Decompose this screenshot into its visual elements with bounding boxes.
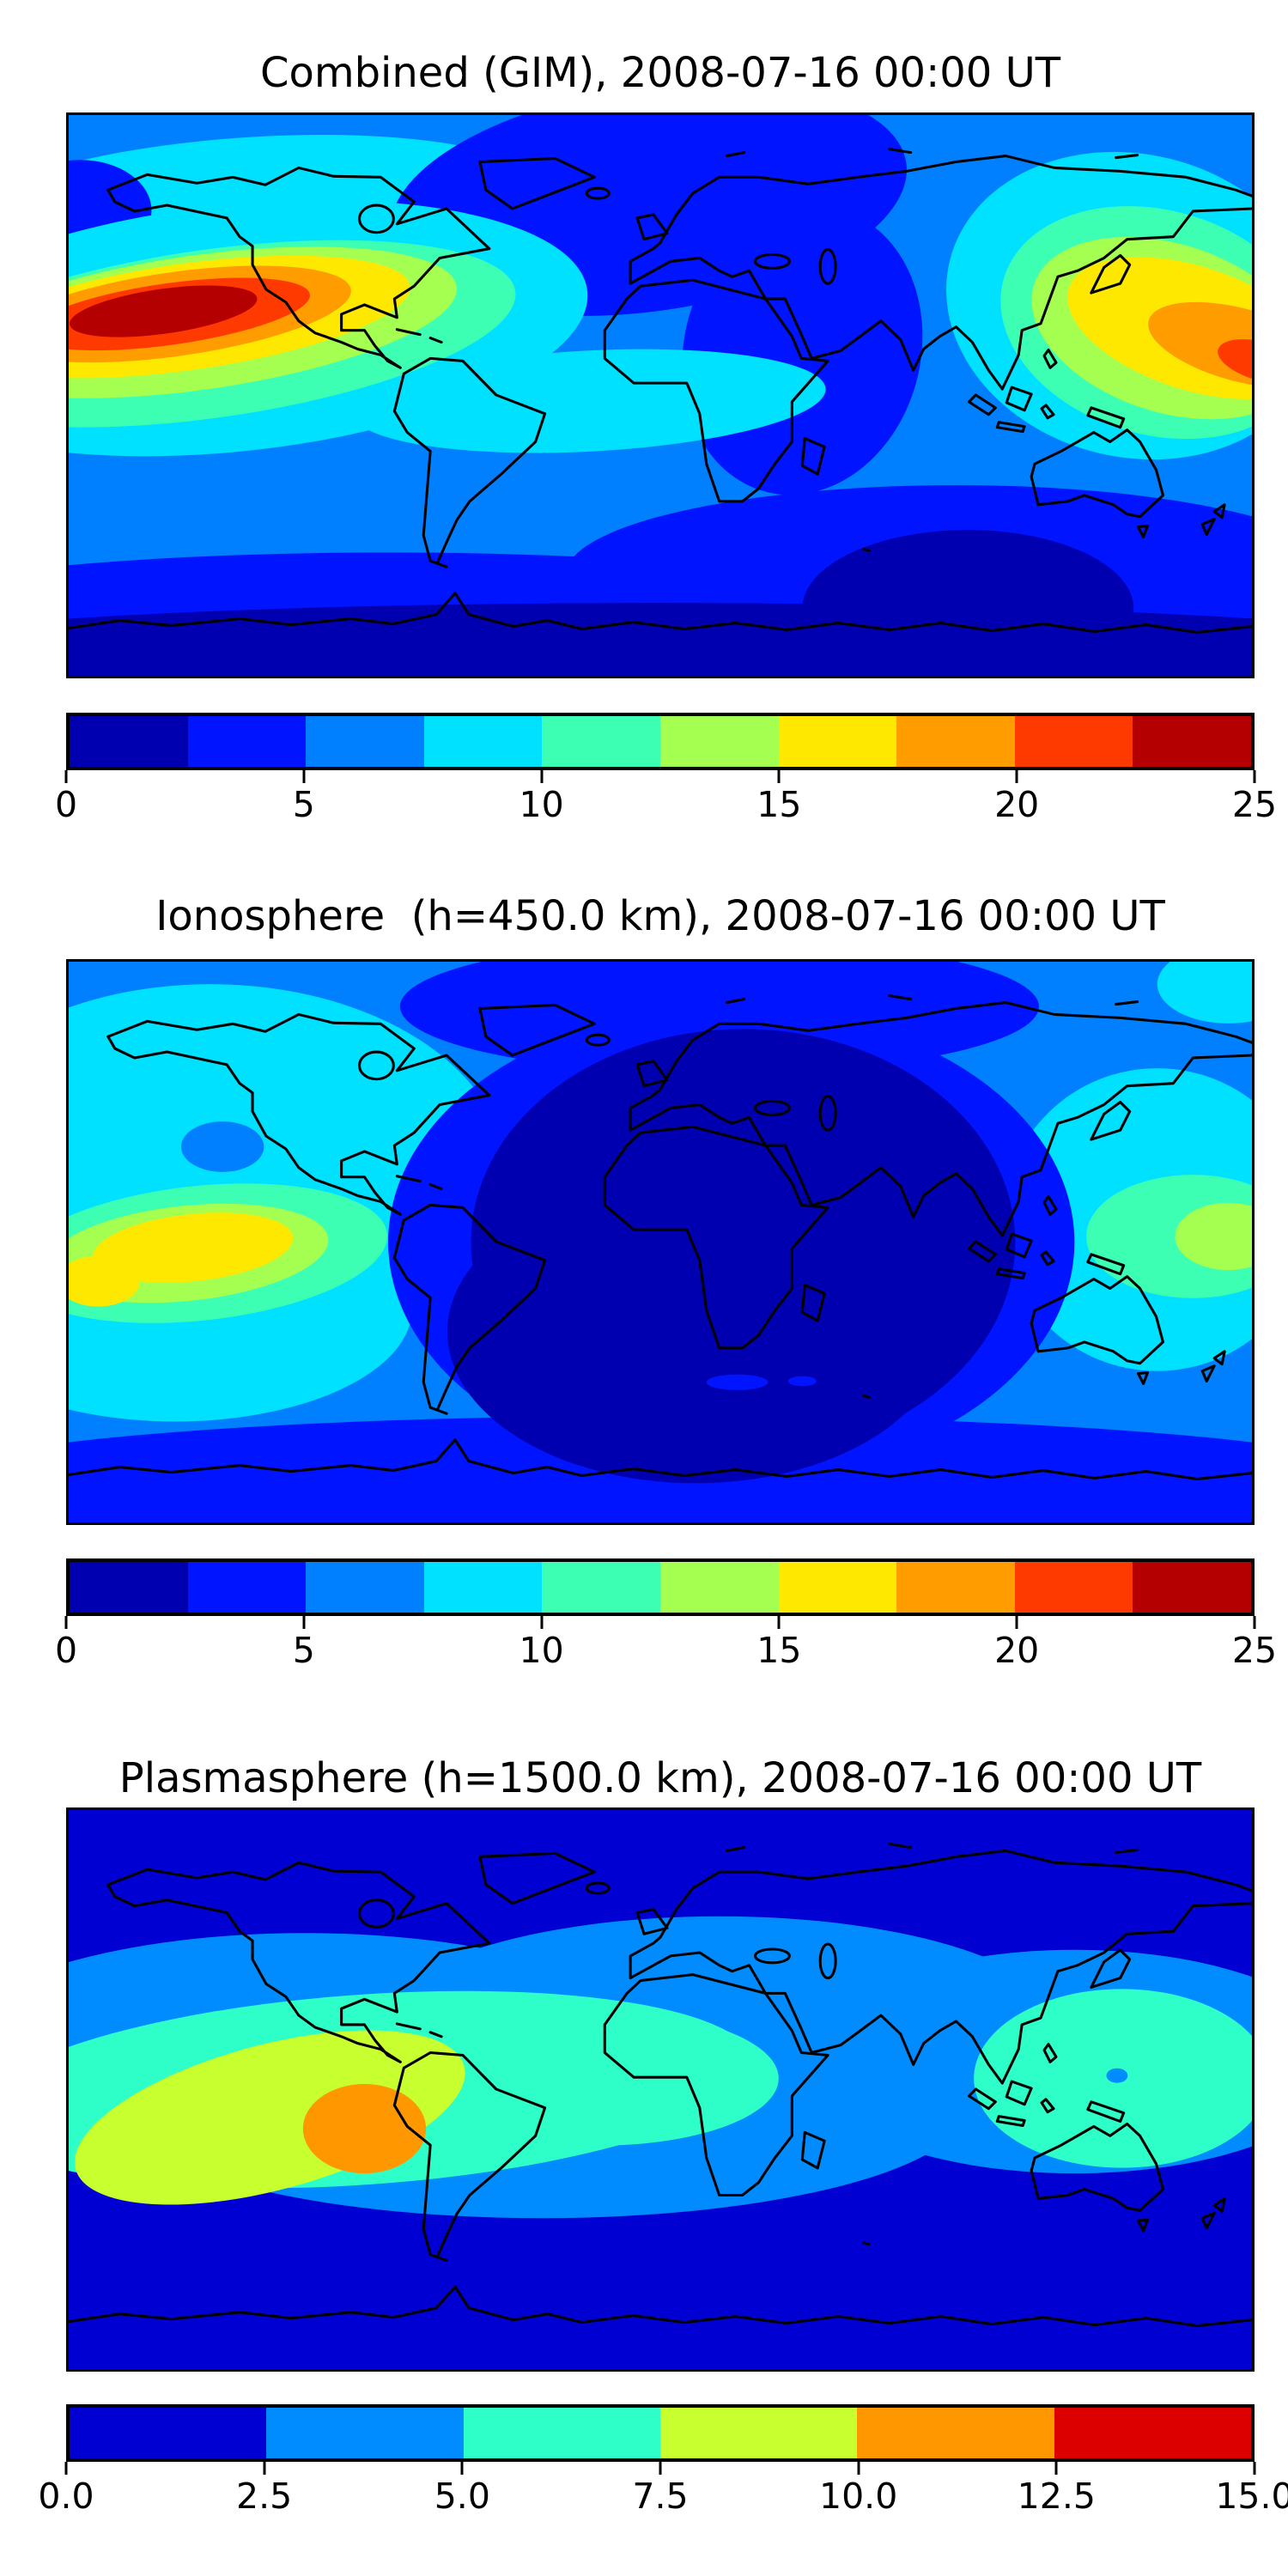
colorbar-segment xyxy=(1133,716,1251,767)
colorbar-tick-label: 25 xyxy=(1231,784,1278,825)
colorbar-ticks-plasmasphere: 0.0 2.5 5.0 7.5 10.0 12.5 15.0 xyxy=(38,2462,1288,2530)
colorbar-segment xyxy=(659,716,779,767)
colorbar-combined xyxy=(66,713,1255,770)
colorbar-tick-label: 10 xyxy=(519,1630,564,1671)
contour-band xyxy=(1157,962,1252,1024)
colorbar-segment xyxy=(70,716,188,767)
colorbar-ionosphere xyxy=(66,1558,1255,1616)
contour-band xyxy=(70,285,258,337)
colorbar-tick-label: 7.5 xyxy=(632,2476,689,2517)
colorbar-tick-mark xyxy=(777,1616,781,1629)
colorbar-segment xyxy=(857,2408,1054,2458)
colorbar-segment xyxy=(187,716,307,767)
colorbar-tick-label: 5 xyxy=(292,1630,315,1671)
contour-band xyxy=(1106,2068,1128,2083)
colorbar-tick-mark xyxy=(64,2462,68,2475)
panel-title-ionosphere: Ionosphere (h=450.0 km), 2008-07-16 00:0… xyxy=(155,892,1165,940)
contour-band xyxy=(69,1255,140,1307)
colorbar-tick-label: 5.0 xyxy=(434,2476,490,2517)
colorbar-tick-mark xyxy=(302,1616,306,1629)
colorbar-tick-mark xyxy=(659,2462,662,2475)
colorbar-segment xyxy=(70,2408,267,2458)
colorbar-tick-label: 20 xyxy=(994,1630,1040,1671)
colorbar-segment xyxy=(1014,1562,1133,1613)
colorbar-tick-label: 10.0 xyxy=(819,2476,898,2517)
colorbar-tick-mark xyxy=(64,770,68,783)
contour-band xyxy=(180,1121,264,1172)
colorbar-tick-label: 5 xyxy=(292,784,315,825)
contour-band xyxy=(74,2030,465,2205)
colorbar-segment xyxy=(463,2408,660,2458)
contour-band xyxy=(802,530,1134,676)
colorbar-tick-label: 0 xyxy=(54,784,78,825)
colorbar-tick-mark xyxy=(1015,770,1018,783)
colorbar-tick-label: 0 xyxy=(54,1630,78,1671)
colorbar-ticks-combined: 0 5 10 15 20 25 xyxy=(55,770,1277,839)
colorbar-segment xyxy=(187,1562,307,1613)
colorbar-segment xyxy=(659,1562,779,1613)
colorbar-segment xyxy=(542,716,660,767)
colorbar-tick-label: 0.0 xyxy=(38,2476,94,2517)
colorbar-plasmasphere xyxy=(66,2404,1255,2462)
colorbar-tick-label: 15.0 xyxy=(1215,2476,1288,2517)
colorbar-tick-mark xyxy=(857,2462,860,2475)
colorbar-tick-label: 15 xyxy=(756,784,802,825)
colorbar-tick-mark xyxy=(1253,1616,1256,1629)
colorbar-tick-mark xyxy=(1015,1616,1018,1629)
contour-band xyxy=(447,1180,945,1484)
colorbar-tick-label: 20 xyxy=(994,784,1040,825)
colorbar-segment xyxy=(423,1562,543,1613)
colorbar-segment xyxy=(266,2408,464,2458)
colorbar-segment xyxy=(423,716,543,767)
colorbar-tick-mark xyxy=(1253,2462,1256,2475)
colorbar-tick-label: 2.5 xyxy=(236,2476,293,2517)
colorbar-segment xyxy=(778,1562,897,1613)
map-ionosphere xyxy=(66,959,1255,1525)
colorbar-segment xyxy=(70,1562,188,1613)
colorbar-tick-mark xyxy=(540,770,544,783)
panel-title-combined: Combined (GIM), 2008-07-16 00:00 UT xyxy=(259,49,1061,97)
panel-title-plasmasphere: Plasmasphere (h=1500.0 km), 2008-07-16 0… xyxy=(118,1754,1202,1802)
colorbar-tick-mark xyxy=(263,2462,266,2475)
contour-band xyxy=(706,1374,769,1390)
colorbar-segment xyxy=(1014,716,1133,767)
colorbar-segment xyxy=(306,716,424,767)
contour-band xyxy=(787,1376,817,1387)
colorbar-segment xyxy=(659,2408,858,2458)
colorbar-tick-mark xyxy=(64,1616,68,1629)
colorbar-tick-label: 10 xyxy=(519,784,564,825)
map-plasmasphere xyxy=(66,1807,1255,2372)
map-combined xyxy=(66,112,1255,678)
colorbar-tick-mark xyxy=(302,770,306,783)
contour-map-plasmasphere xyxy=(69,1810,1252,2369)
contour-map-combined xyxy=(69,115,1252,676)
colorbar-segment xyxy=(542,1562,660,1613)
colorbar-segment xyxy=(1054,2408,1251,2458)
colorbar-segment xyxy=(896,1562,1015,1613)
colorbar-tick-label: 12.5 xyxy=(1017,2476,1096,2517)
colorbar-segment xyxy=(778,716,897,767)
colorbar-tick-mark xyxy=(1054,2462,1058,2475)
colorbar-tick-mark xyxy=(777,770,781,783)
contour-band xyxy=(1175,1202,1252,1271)
colorbar-segment xyxy=(1133,1562,1251,1613)
contour-band xyxy=(1218,339,1252,385)
colorbar-tick-mark xyxy=(1253,770,1256,783)
colorbar-tick-mark xyxy=(540,1616,544,1629)
colorbar-tick-label: 25 xyxy=(1231,1630,1278,1671)
colorbar-ticks-ionosphere: 0 5 10 15 20 25 xyxy=(55,1616,1277,1685)
contour-band xyxy=(302,2083,427,2174)
colorbar-segment xyxy=(306,1562,424,1613)
contour-map-ionosphere xyxy=(69,962,1252,1522)
colorbar-segment xyxy=(896,716,1015,767)
colorbar-tick-mark xyxy=(460,2462,464,2475)
contour-band xyxy=(423,2011,779,2146)
colorbar-tick-label: 15 xyxy=(756,1630,802,1671)
contour-band xyxy=(93,1212,294,1283)
